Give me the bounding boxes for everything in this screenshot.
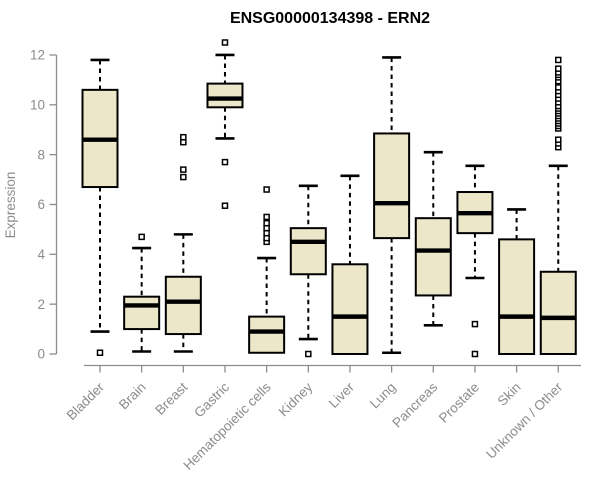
y-tick-label: 12: [30, 48, 45, 63]
x-tick-label: Bladder: [64, 379, 108, 423]
y-tick-label: 8: [37, 147, 45, 162]
box-Breast: [164, 275, 202, 336]
outlier-point: [180, 133, 187, 141]
outlier-point: [471, 320, 479, 328]
outlier-point: [555, 84, 562, 91]
box-Skin: [498, 238, 536, 355]
x-tick-label: Breast: [152, 379, 190, 417]
y-tick-label: 0: [37, 347, 45, 362]
outlier-point: [263, 213, 270, 221]
outlier-point: [305, 350, 312, 358]
outlier-point: [555, 136, 562, 143]
outlier-point: [180, 173, 187, 181]
y-tick-label: 4: [37, 247, 45, 262]
box-Lung: [373, 132, 411, 240]
box-Liver: [331, 263, 369, 355]
outlier-point: [138, 233, 145, 241]
outlier-point: [263, 219, 270, 227]
outlier-point: [221, 202, 229, 209]
outlier-point: [555, 56, 562, 64]
y-tick-label: 2: [37, 297, 45, 312]
box-Pancreas: [414, 217, 452, 297]
x-tick-label: Liver: [326, 379, 358, 411]
outlier-point: [221, 39, 229, 46]
x-tick-label: Lung: [367, 380, 399, 412]
outlier-point: [555, 65, 562, 72]
box-Unknown / Other: [539, 270, 577, 356]
x-tick-label: Kidney: [276, 379, 316, 419]
x-tick-label: Gastric: [191, 379, 232, 420]
outlier-point: [471, 350, 479, 358]
box-Kidney: [289, 227, 327, 276]
box-Hematopoietic cells: [248, 315, 286, 354]
outlier-point: [180, 166, 187, 173]
box-Brain: [123, 295, 161, 331]
y-axis-label: Expression: [3, 172, 18, 239]
x-tick-label: Pancreas: [389, 379, 440, 430]
y-tick-label: 6: [37, 197, 45, 212]
outlier-point: [263, 186, 270, 193]
x-tick-label: Skin: [495, 380, 524, 409]
box-Gastric: [206, 82, 244, 109]
x-tick-label: Unknown / Other: [483, 379, 566, 462]
x-tick-label: Brain: [116, 380, 149, 413]
outlier-point: [96, 349, 104, 357]
chart-title: ENSG00000134398 - ERN2: [230, 10, 430, 27]
y-tick-label: 10: [30, 98, 45, 113]
x-tick-label: Prostate: [436, 380, 482, 426]
outlier-point: [221, 158, 229, 166]
